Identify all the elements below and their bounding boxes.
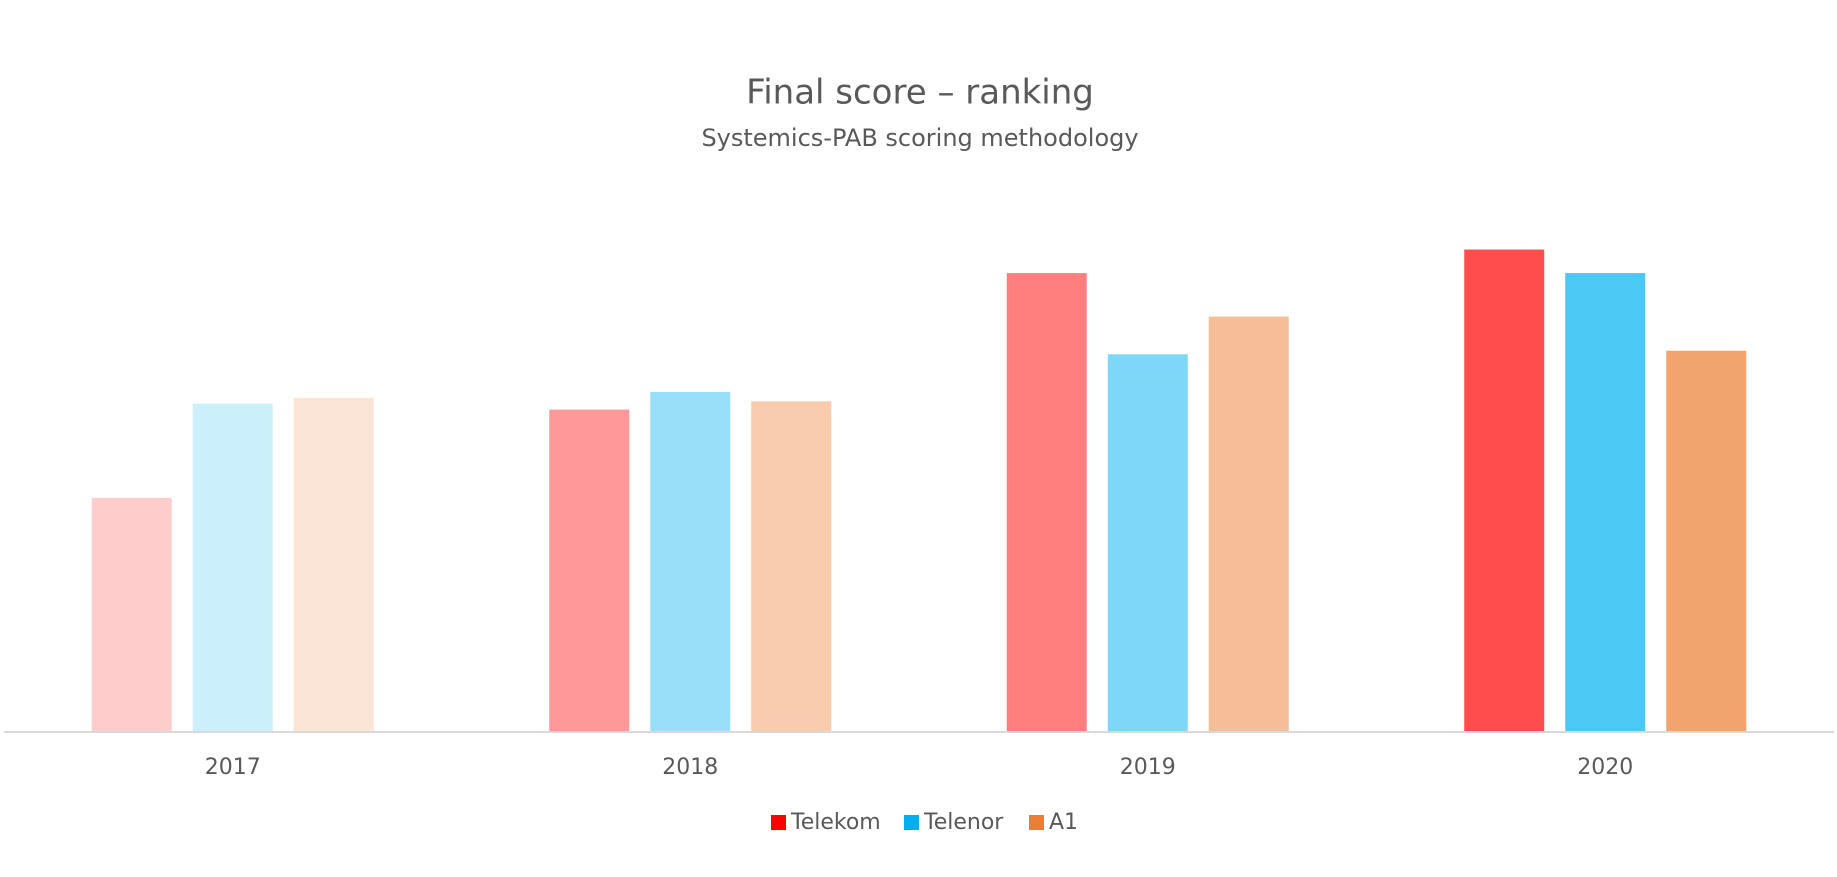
legend-label: Telekom [790,810,881,835]
bar [1208,316,1289,732]
legend-label: A1 [1049,810,1078,835]
bar [1666,350,1747,732]
bar [1107,354,1188,732]
bar [1006,273,1087,732]
bar [293,397,374,732]
legend-label: Telenor [923,810,1004,835]
x-tick-label: 2018 [662,755,718,780]
x-tick-label: 2017 [205,755,261,780]
bar [192,403,273,732]
chart-subtitle: Systemics-PAB scoring methodology [701,124,1138,152]
legend-marker [1029,815,1044,830]
bar [650,391,731,732]
bar [1464,249,1545,732]
bar [1565,273,1646,732]
x-tick-label: 2019 [1120,755,1176,780]
chart-title: Final score – ranking [746,73,1094,113]
x-tick-label: 2020 [1577,755,1633,780]
legend-marker [771,815,786,830]
bar [751,401,832,732]
bar [549,409,630,732]
bar [91,497,172,732]
legend-marker [904,815,919,830]
